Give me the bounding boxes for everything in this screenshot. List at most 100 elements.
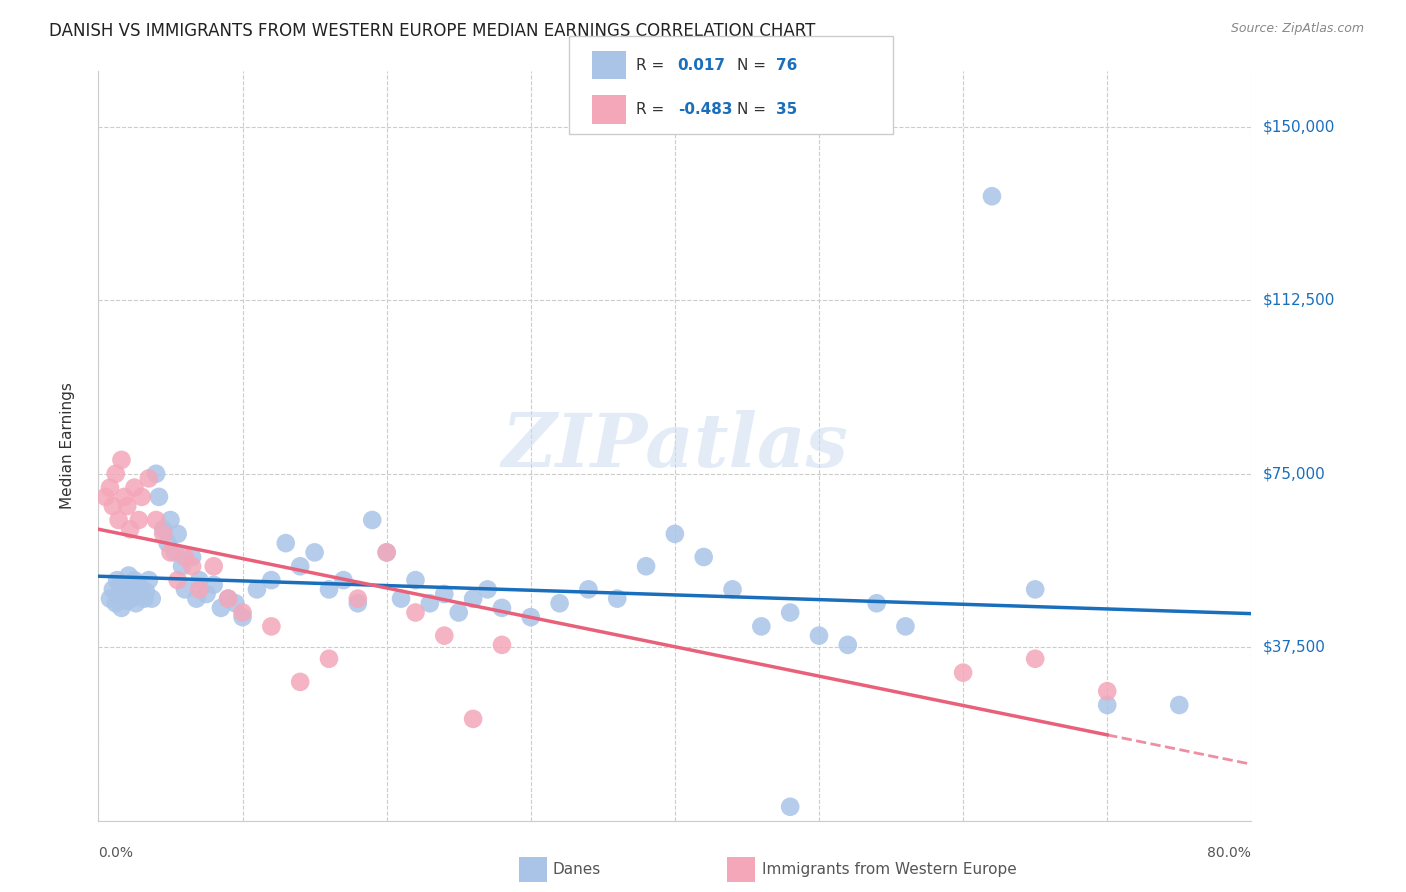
Point [112,590,135,604]
Point [231,606,254,620]
Point [433,629,456,643]
Point [104,596,127,610]
Point [117,499,138,513]
Point [117,594,138,608]
Point [174,549,197,564]
Point [217,591,239,606]
Point [166,573,188,587]
Point [105,573,128,587]
Point [104,467,127,481]
Point [170,559,193,574]
Point [202,559,225,574]
Point [664,527,686,541]
Point [346,591,368,606]
Point [361,513,384,527]
Point [304,545,326,559]
Point [131,490,153,504]
Point [174,582,197,597]
Text: 0.0%: 0.0% [98,846,134,860]
Point [477,582,499,597]
Point [952,665,974,680]
Point [107,513,129,527]
Point [260,619,283,633]
Point [145,467,167,481]
Text: $150,000: $150,000 [1263,120,1334,135]
Point [866,596,889,610]
Text: N =: N = [737,58,770,72]
Point [1168,698,1191,712]
Text: 35: 35 [776,103,797,117]
Point [98,481,121,495]
Point [110,453,132,467]
Point [120,584,142,599]
Point [346,596,368,610]
Point [163,545,186,559]
Point [152,522,174,536]
Point [138,471,160,485]
Point [148,490,170,504]
Point [433,587,456,601]
Point [118,568,141,582]
Point [693,549,716,564]
Point [318,582,340,597]
Point [461,591,484,606]
Point [721,582,744,597]
Point [405,606,427,620]
Point [128,513,150,527]
Point [1024,652,1046,666]
Point [188,573,211,587]
Point [124,481,146,495]
Point [491,600,513,615]
Text: ZIPatlas: ZIPatlas [502,409,848,483]
Point [405,573,427,587]
Point [127,587,149,601]
Point [894,619,917,633]
Point [156,536,179,550]
Point [145,513,167,527]
Point [779,799,801,814]
Point [181,559,204,574]
Text: 0.017: 0.017 [678,58,725,72]
Text: 80.0%: 80.0% [1208,846,1251,860]
Point [751,619,773,633]
Text: DANISH VS IMMIGRANTS FROM WESTERN EUROPE MEDIAN EARNINGS CORRELATION CHART: DANISH VS IMMIGRANTS FROM WESTERN EUROPE… [49,22,815,40]
Point [578,582,600,597]
Text: N =: N = [737,103,770,117]
Point [101,499,124,513]
Point [807,629,830,643]
Point [447,606,470,620]
Point [779,606,801,620]
Point [195,587,218,601]
Point [141,591,163,606]
Y-axis label: Median Earnings: Median Earnings [60,383,75,509]
Point [1097,684,1119,698]
Point [1024,582,1046,597]
Point [108,578,131,592]
Point [375,545,398,559]
Point [375,545,398,559]
Point [209,600,232,615]
Point [981,189,1004,203]
Point [110,600,132,615]
Point [491,638,513,652]
Text: -0.483: -0.483 [678,103,733,117]
Point [217,591,239,606]
Point [181,549,204,564]
Point [419,596,441,610]
Point [548,596,571,610]
Point [135,584,157,599]
Point [389,591,412,606]
Point [1097,698,1119,712]
Text: R =: R = [636,103,669,117]
Point [636,559,658,574]
Point [246,582,269,597]
Point [231,610,254,624]
Point [224,596,246,610]
Point [260,573,283,587]
Point [107,587,129,601]
Point [837,638,859,652]
Text: Source: ZipAtlas.com: Source: ZipAtlas.com [1230,22,1364,36]
Point [112,490,135,504]
Text: Immigrants from Western Europe: Immigrants from Western Europe [762,863,1017,877]
Point [101,582,124,597]
